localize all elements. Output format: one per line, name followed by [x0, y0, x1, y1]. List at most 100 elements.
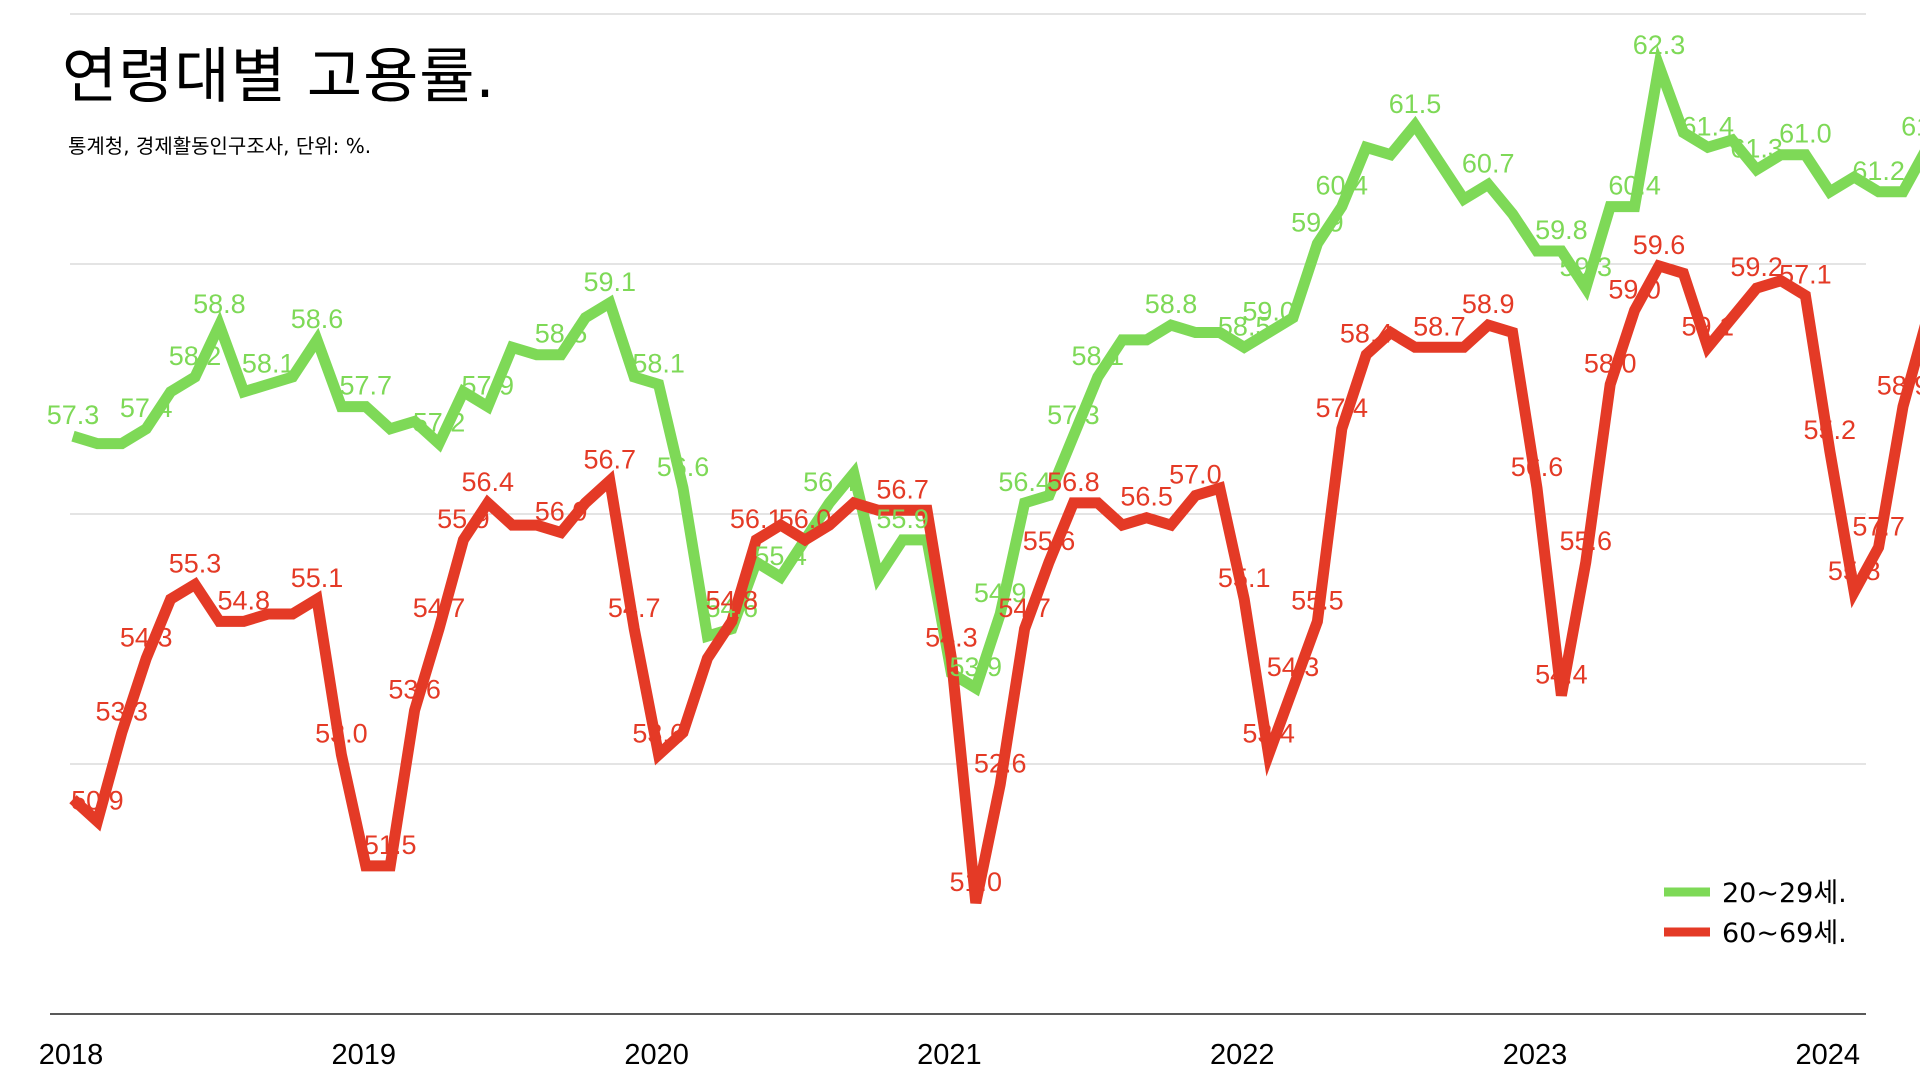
data-labels: 57.3 57.4 58.2 58.8 58.1 58.6 57.7 57.2 57.9 58.5…	[47, 30, 1920, 897]
data-label: 53.0	[315, 719, 368, 749]
data-label: 58.2	[169, 341, 222, 371]
data-label: 59.0	[1608, 274, 1661, 304]
data-label: 61.0	[1779, 119, 1832, 149]
data-label: 51.5	[364, 830, 417, 860]
data-label: 58.8	[193, 289, 246, 319]
data-label: 58.9	[1877, 371, 1920, 401]
data-label: 56.4	[462, 467, 515, 497]
x-tick-label: 2018	[39, 1039, 104, 1071]
data-label: 53.6	[632, 719, 685, 749]
data-label: 58.8	[1145, 289, 1198, 319]
data-label: 61.7	[1901, 111, 1920, 141]
data-label: 60.4	[1316, 171, 1369, 201]
data-label: 53.9	[950, 652, 1003, 682]
chart-subtitle: 통계청, 경제활동인구조사, 단위: %.	[68, 134, 372, 158]
data-label: 55.9	[876, 504, 929, 534]
data-label: 56.6	[1511, 452, 1564, 482]
legend-label: 60~69세.	[1722, 918, 1847, 949]
data-label: 56.4	[998, 467, 1051, 497]
data-label: 54.3	[925, 622, 978, 652]
data-label: 55.1	[291, 563, 344, 593]
data-label: 56.6	[657, 452, 710, 482]
legend-label: 20~29세.	[1722, 878, 1847, 909]
data-label: 58.7	[1413, 311, 1466, 341]
data-label: 54.3	[120, 622, 173, 652]
data-label: 56.8	[1047, 467, 1100, 497]
data-label: 58.4	[1340, 319, 1393, 349]
data-label: 59.6	[1633, 230, 1686, 260]
data-label: 57.3	[1047, 400, 1100, 430]
data-label: 57.3	[47, 400, 100, 430]
x-tick-label: 2023	[1503, 1039, 1568, 1071]
data-label: 54.9	[974, 578, 1027, 608]
data-label: 61.2	[1852, 156, 1905, 186]
x-tick-label: 2022	[1210, 1039, 1275, 1071]
data-label: 59.1	[1682, 311, 1735, 341]
legend: 20~29세. 60~69세.	[1664, 878, 1847, 949]
data-label: 55.6	[1560, 526, 1613, 556]
data-label: 61.3	[1730, 134, 1783, 164]
series-lines	[69, 44, 1920, 905]
data-label: 57.1	[1779, 259, 1832, 289]
data-label: 57.9	[462, 371, 515, 401]
data-label: 57.7	[340, 371, 393, 401]
data-label: 54.7	[998, 593, 1051, 623]
data-label: 58.0	[1584, 348, 1637, 378]
data-label: 57.7	[1852, 511, 1905, 541]
data-label: 59.1	[584, 267, 637, 297]
data-label: 56.0	[535, 497, 588, 527]
data-label: 59.3	[1560, 252, 1613, 282]
data-label: 53.3	[96, 697, 149, 727]
data-label: 54.7	[413, 593, 466, 623]
x-tick-label: 2024	[1796, 1039, 1861, 1071]
data-label: 57.4	[120, 393, 173, 423]
data-label: 52.6	[974, 748, 1027, 778]
data-label: 56.4	[803, 467, 856, 497]
data-label: 58.6	[291, 304, 344, 334]
data-label: 56.5	[1120, 482, 1173, 512]
data-label: 57.0	[1169, 459, 1222, 489]
data-label: 56.1	[730, 504, 783, 534]
data-label: 50.9	[71, 785, 124, 815]
data-label: 51.0	[950, 867, 1003, 897]
data-label: 58.5	[1218, 311, 1271, 341]
data-label: 62.3	[1633, 30, 1686, 60]
x-tick-label: 2019	[332, 1039, 397, 1071]
data-label: 57.4	[1316, 393, 1369, 423]
data-label: 55.4	[754, 541, 807, 571]
data-label: 53.6	[388, 674, 441, 704]
data-label: 54.8	[218, 585, 271, 615]
data-label: 55.8	[1828, 556, 1881, 586]
series-line-age-20-29	[71, 44, 1920, 697]
data-label: 55.2	[1804, 415, 1857, 445]
data-label: 56.0	[779, 504, 832, 534]
data-label: 54.6	[706, 593, 759, 623]
data-label: 55.5	[1291, 585, 1344, 615]
data-label: 58.1	[632, 348, 685, 378]
data-label: 61.4	[1682, 111, 1735, 141]
data-label: 55.1	[1218, 563, 1271, 593]
chart-title: 연령대별 고용률.	[62, 42, 496, 112]
data-label: 58.5	[535, 319, 588, 349]
x-tick-label: 2020	[624, 1039, 689, 1071]
data-label: 53.4	[1242, 719, 1295, 749]
data-label: 57.2	[413, 408, 466, 438]
data-label: 54.3	[1267, 652, 1320, 682]
data-label: 60.7	[1462, 148, 1515, 178]
data-label: 58.1	[242, 348, 295, 378]
x-tick-label: 2021	[917, 1039, 982, 1071]
series-line-age-60-69	[69, 259, 1920, 905]
data-label: 58.9	[1462, 289, 1515, 319]
data-label: 61.5	[1389, 89, 1442, 119]
data-label: 54.8	[706, 585, 759, 615]
data-label: 59.2	[1730, 252, 1783, 282]
data-label: 55.6	[1023, 526, 1076, 556]
data-label: 59.9	[1291, 208, 1344, 238]
data-label: 59.0	[1242, 297, 1295, 327]
data-label: 54.4	[1535, 659, 1588, 689]
data-label: 55.3	[169, 548, 222, 578]
data-label: 55.9	[437, 504, 490, 534]
data-label: 58.1	[1072, 341, 1125, 371]
data-label: 54.7	[608, 593, 661, 623]
